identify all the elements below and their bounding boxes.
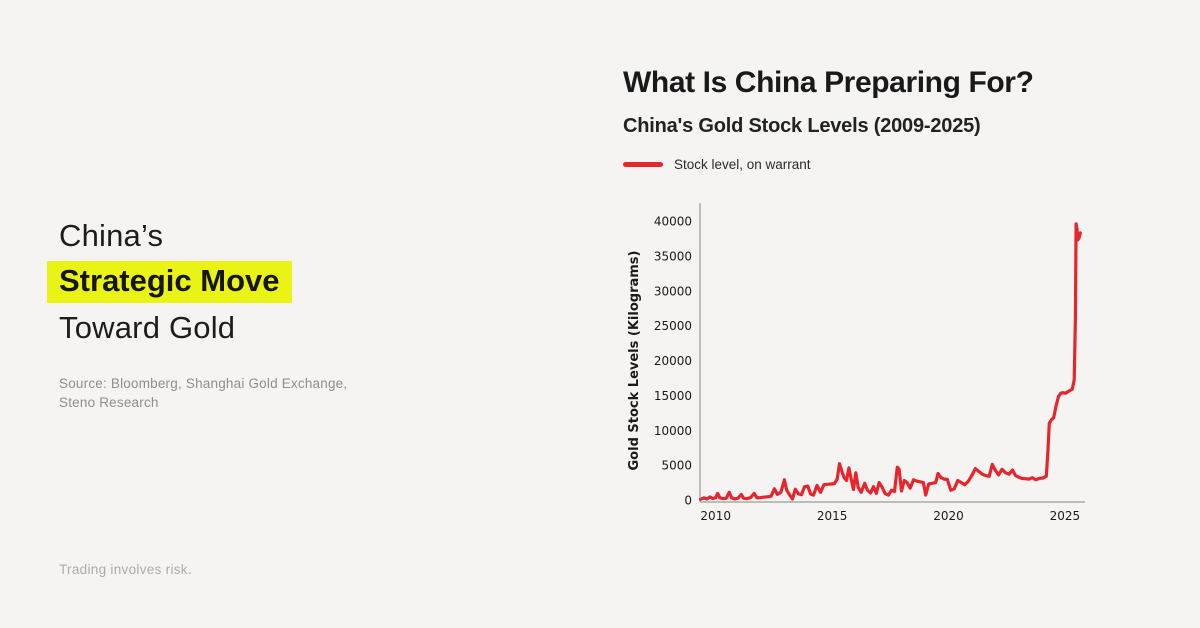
legend-line-swatch — [623, 162, 663, 167]
headline-highlight-wrap: Strategic Move — [47, 261, 539, 303]
x-tick-label: 2020 — [933, 509, 964, 523]
y-tick-label: 15000 — [654, 389, 692, 403]
y-tick-label: 10000 — [654, 424, 692, 438]
left-panel: China’s Strategic Move Toward Gold Sourc… — [47, 216, 539, 412]
x-tick-label: 2025 — [1050, 509, 1081, 523]
chart-legend: Stock level, on warrant — [623, 157, 1183, 172]
chart-title: What Is China Preparing For? — [623, 66, 1034, 99]
chart-panel: What Is China Preparing For? China's Gol… — [623, 66, 1183, 172]
x-tick-label: 2015 — [817, 509, 848, 523]
y-tick-label: 25000 — [654, 319, 692, 333]
chart-line-series — [698, 222, 1082, 501]
headline: China’s Strategic Move Toward Gold — [47, 216, 539, 348]
source-attribution: Source: Bloomberg, Shanghai Gold Exchang… — [59, 374, 539, 412]
headline-line-3: Toward Gold — [59, 310, 236, 345]
x-tick-label: 2010 — [700, 509, 731, 523]
source-line-2: Steno Research — [59, 395, 159, 410]
y-tick-label: 35000 — [654, 249, 692, 263]
risk-disclaimer: Trading involves risk. — [59, 562, 192, 577]
y-axis-title: Gold Stock Levels (Kilograms) — [627, 251, 642, 471]
legend-label: Stock level, on warrant — [674, 157, 811, 172]
line-chart: 0 5000 10000 15000 20000 25000 30000 35000 40000… — [627, 203, 1085, 523]
y-tick-label: 20000 — [654, 354, 692, 368]
y-tick-label: 5000 — [661, 459, 692, 473]
source-line-1: Source: Bloomberg, Shanghai Gold Exchang… — [59, 376, 348, 391]
y-tick-label: 0 — [684, 494, 692, 508]
y-tick-label: 40000 — [654, 215, 692, 229]
headline-line-2-highlighted: Strategic Move — [47, 261, 292, 303]
headline-line-1: China’s — [59, 218, 164, 253]
chart-subtitle: China's Gold Stock Levels (2009-2025) — [623, 115, 981, 137]
y-tick-label: 30000 — [654, 284, 692, 298]
